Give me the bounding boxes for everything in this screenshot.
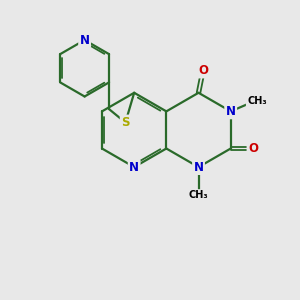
Text: O: O [198,64,208,77]
Text: N: N [194,160,203,174]
Text: N: N [226,105,236,118]
Text: O: O [248,142,258,155]
Text: N: N [80,34,90,46]
Text: CH₃: CH₃ [189,190,208,200]
Text: CH₃: CH₃ [247,96,267,106]
Text: N: N [129,160,139,174]
Text: S: S [121,116,130,129]
